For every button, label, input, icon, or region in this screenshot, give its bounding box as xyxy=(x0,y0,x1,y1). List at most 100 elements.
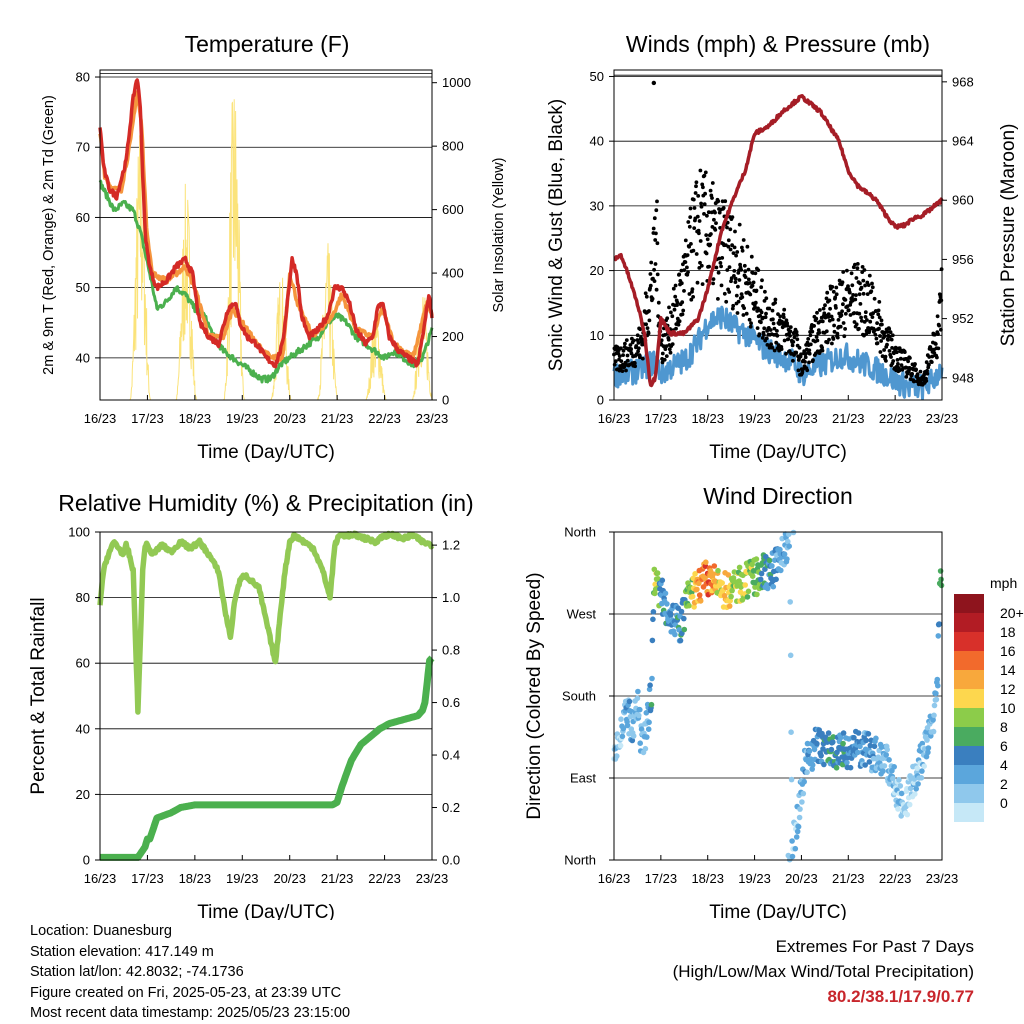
gust-point xyxy=(687,224,692,229)
left-y-tick-label: 20 xyxy=(76,787,90,802)
gust-point xyxy=(915,372,920,377)
right-y-tick-label: 968 xyxy=(952,74,974,89)
left-y-tick-label: 40 xyxy=(76,721,90,736)
gust-point xyxy=(893,345,898,350)
x-tick-label: 20/23 xyxy=(785,871,818,886)
direction-point xyxy=(781,551,788,557)
x-tick-label: 17/23 xyxy=(131,871,164,886)
humidity-title: Relative Humidity (%) & Precipitation (i… xyxy=(58,490,473,516)
gust-point xyxy=(717,210,722,215)
direction-point xyxy=(930,717,936,723)
gust-point xyxy=(830,285,835,289)
direction-tick-label: North xyxy=(564,853,596,868)
gust-point xyxy=(729,279,733,284)
direction-point xyxy=(677,637,684,644)
gust-point xyxy=(675,300,680,305)
gust-point xyxy=(764,296,769,301)
direction-point xyxy=(904,811,911,818)
gust-point xyxy=(736,299,741,304)
direction-point xyxy=(710,571,717,577)
gust-point xyxy=(918,369,923,374)
direction-point xyxy=(773,576,779,583)
gust-point xyxy=(701,185,705,190)
x-tick-label: 23/23 xyxy=(926,411,959,426)
gust-point xyxy=(697,231,701,236)
direction-point xyxy=(801,779,807,785)
left-y-tick-label: 60 xyxy=(76,210,90,225)
direction-point xyxy=(638,726,645,732)
left-y-tick-label: 30 xyxy=(590,198,604,213)
direction-point xyxy=(924,737,930,743)
gust-point xyxy=(832,329,837,334)
gust-point xyxy=(636,346,641,351)
gust-point xyxy=(882,330,887,335)
gust-point xyxy=(746,267,751,272)
gust-point xyxy=(668,350,673,355)
direction-point xyxy=(880,768,886,774)
gust-point xyxy=(636,341,641,345)
gust-point xyxy=(797,345,802,350)
gust-point xyxy=(624,338,629,342)
gust-point xyxy=(820,345,824,350)
gust-point xyxy=(870,281,874,286)
gust-point xyxy=(692,226,697,231)
gust-point xyxy=(764,336,769,341)
gust-point xyxy=(732,245,737,250)
x-tick-label: 22/23 xyxy=(368,411,401,426)
gust-point xyxy=(663,347,668,351)
gust-point xyxy=(883,354,888,359)
temperature-2m-line xyxy=(98,78,434,369)
gust-point xyxy=(699,263,704,268)
gust-point xyxy=(877,326,881,331)
gust-point xyxy=(691,295,695,299)
gust-point xyxy=(681,308,686,313)
gust-point xyxy=(788,329,793,334)
gust-point xyxy=(725,225,729,230)
direction-point xyxy=(703,559,709,565)
gust-point xyxy=(912,379,916,384)
gust-point xyxy=(695,214,700,219)
temperature-frame xyxy=(99,69,433,401)
gust-point xyxy=(863,283,867,288)
direction-point xyxy=(884,746,890,753)
direction-point xyxy=(847,764,854,771)
gust-point xyxy=(858,302,863,306)
gust-point xyxy=(673,283,678,288)
direction-point xyxy=(890,775,896,782)
winds-plot-area xyxy=(612,74,944,401)
solar-insolation-trace xyxy=(175,183,198,401)
direction-point xyxy=(648,701,655,708)
x-tick-label: 22/23 xyxy=(879,411,912,426)
direction-point xyxy=(662,590,669,597)
gust-point xyxy=(871,311,875,316)
gust-point xyxy=(734,253,738,258)
gust-point xyxy=(795,337,800,342)
gust-point xyxy=(786,337,791,341)
direction-point xyxy=(715,567,721,574)
gust-point xyxy=(712,217,716,222)
gust-point xyxy=(876,308,881,313)
gust-point xyxy=(679,281,684,286)
direction-point xyxy=(921,763,927,769)
gust-point xyxy=(847,290,852,295)
direction-point xyxy=(863,737,869,744)
gust-point xyxy=(812,324,816,328)
direction-tick-label: West xyxy=(567,607,597,622)
gust-point xyxy=(876,312,881,317)
x-tick-label: 20/23 xyxy=(273,871,306,886)
direction-point xyxy=(793,834,800,840)
gust-point xyxy=(704,233,709,238)
gust-point xyxy=(841,270,846,274)
gust-point xyxy=(788,325,793,329)
gust-point xyxy=(759,320,763,325)
direction-point xyxy=(619,733,626,740)
gust-point xyxy=(707,264,711,269)
gust-point xyxy=(688,206,693,211)
gust-point xyxy=(647,318,652,323)
gust-point xyxy=(840,280,845,285)
gust-point xyxy=(935,314,940,319)
speed-legend-swatch xyxy=(954,594,984,613)
gust-point xyxy=(854,322,859,327)
gust-point xyxy=(763,315,768,320)
gust-point xyxy=(794,330,799,334)
